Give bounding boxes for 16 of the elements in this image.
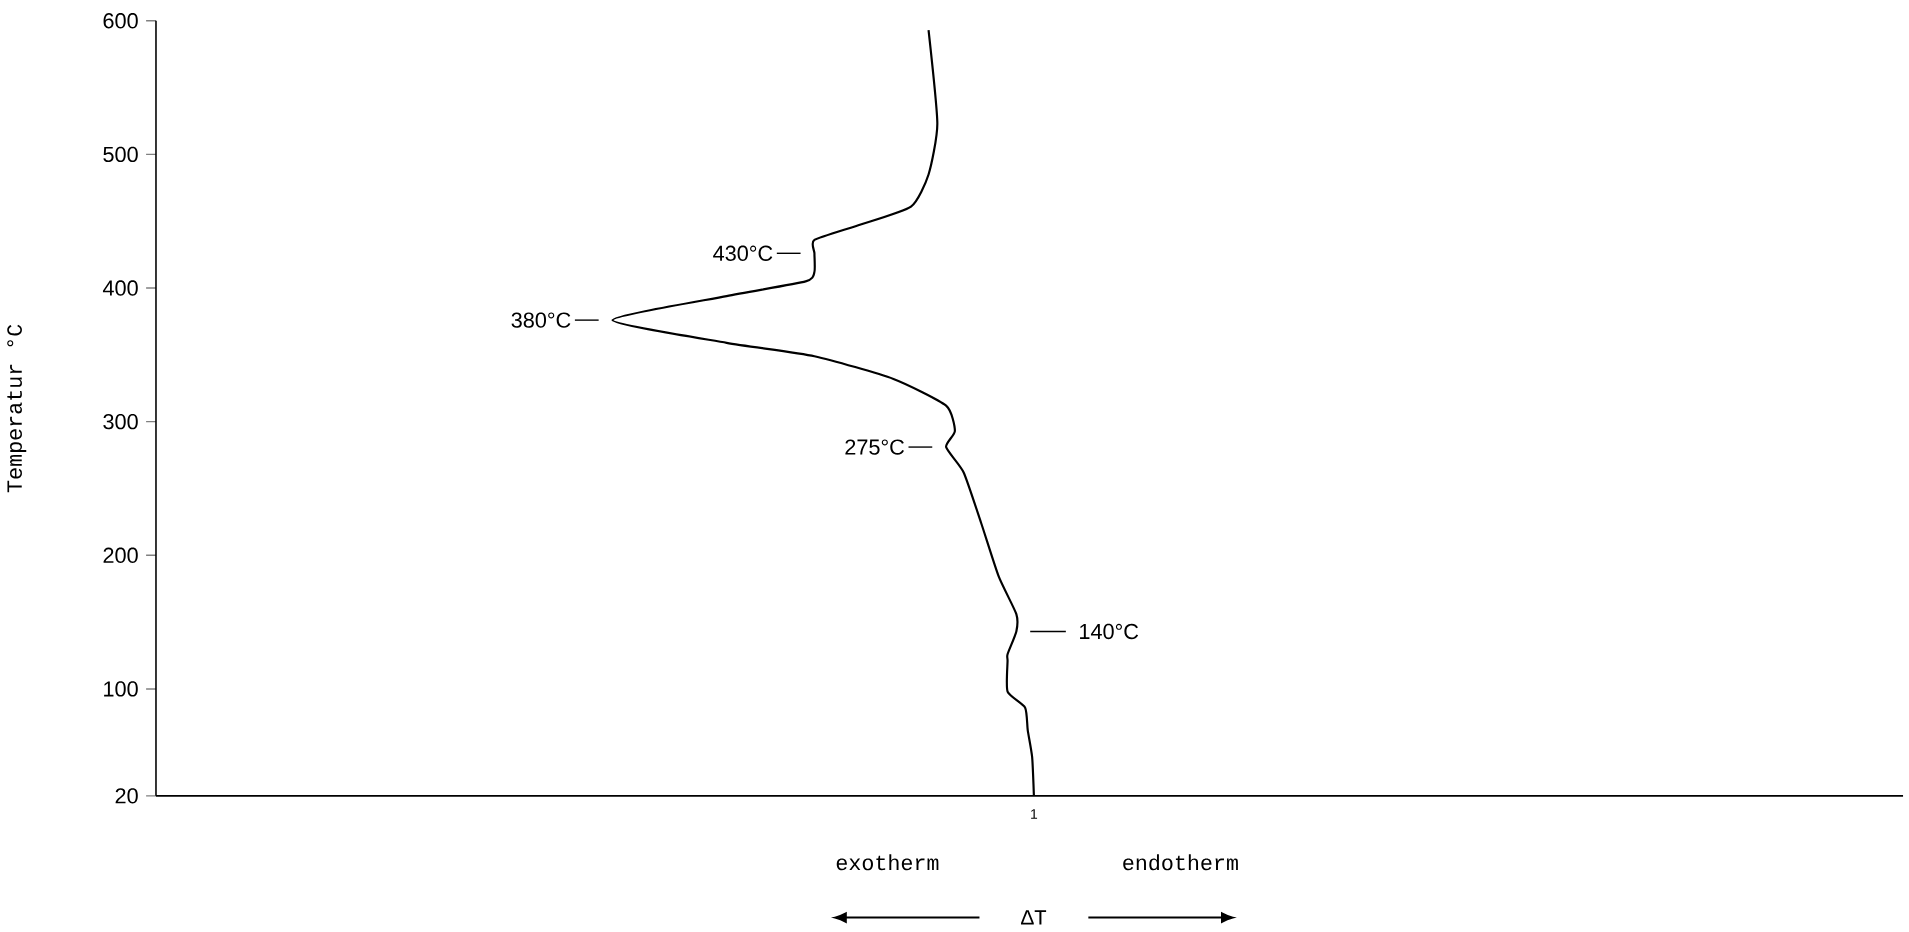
y-tick-label: 200	[103, 547, 138, 564]
annotation: 430°C	[713, 245, 773, 262]
text: endotherm	[1123, 854, 1238, 871]
annotation: 1	[1031, 809, 1038, 819]
annotation: 140°C	[1080, 623, 1139, 640]
y-tick-label: 300	[103, 414, 138, 430]
y-tick-label: 20	[115, 788, 138, 804]
x-axis-title: ΔT	[1021, 910, 1047, 925]
y-tick-label: 100	[104, 681, 138, 697]
y-tick-label: 600	[103, 13, 138, 29]
y-tick-label: 400	[102, 280, 138, 296]
annotation: 380°C	[511, 312, 571, 328]
y-tick-label: 500	[103, 146, 138, 163]
y-axis-title: Temperatur °C	[7, 324, 27, 493]
annotation: 275°C	[845, 439, 905, 455]
text: exotherm	[836, 854, 939, 871]
